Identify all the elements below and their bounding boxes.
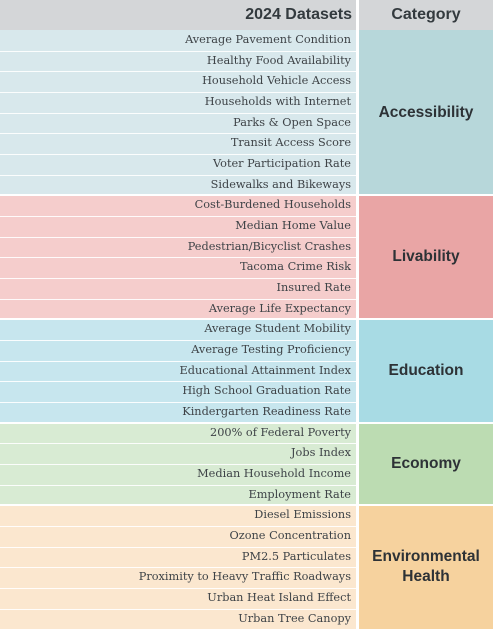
row-divider xyxy=(0,588,356,590)
group-livability: Cost-Burdened Households Median Home Valu… xyxy=(0,194,493,320)
row-divider xyxy=(0,340,356,342)
category-cell-economy: Economy xyxy=(359,422,493,506)
row-divider xyxy=(0,484,356,486)
row-divider xyxy=(0,298,356,300)
dataset-row: Sidewalks and Bikeways xyxy=(210,177,351,191)
dataset-row: Tacoma Crime Risk xyxy=(240,260,351,274)
dataset-row: Ozone Concentration xyxy=(229,529,351,543)
row-divider xyxy=(0,567,356,569)
dataset-row: Average Life Expectancy xyxy=(208,301,351,315)
row-divider xyxy=(0,546,356,548)
row-divider xyxy=(0,257,356,259)
category-column-header: Category xyxy=(391,6,461,23)
dataset-row: Voter Participation Rate xyxy=(213,157,351,171)
dataset-row: Average Testing Proficiency xyxy=(191,343,351,357)
category-cell-environmental-health: Environmental Health xyxy=(359,505,493,629)
dataset-row: Households with Internet xyxy=(204,95,351,108)
table-header: 2024 Datasets Category xyxy=(0,0,493,30)
dataset-row: Transit Access Score xyxy=(230,136,351,150)
dataset-row: Household Vehicle Access xyxy=(202,74,351,88)
column-divider xyxy=(356,0,359,628)
group-divider xyxy=(0,194,493,197)
category-label: Economy xyxy=(391,455,461,473)
dataset-row: Insured Rate xyxy=(276,281,351,295)
dataset-row: Educational Attainment Index xyxy=(179,363,351,377)
row-divider xyxy=(0,464,356,466)
group-economy: 200% of Federal Poverty Jobs Index Median … xyxy=(0,421,493,506)
category-cell-education: Education xyxy=(359,319,493,423)
category-label: Environmental Health xyxy=(372,548,480,586)
row-divider xyxy=(0,402,356,404)
dataset-row: Parks & Open Space xyxy=(233,115,351,129)
dataset-row: Median Home Value xyxy=(235,219,351,233)
row-divider xyxy=(0,236,356,238)
dataset-row: High School Graduation Rate xyxy=(182,384,351,398)
row-divider xyxy=(0,174,356,176)
dataset-row: PM2.5 Particulates xyxy=(241,549,351,563)
dataset-row: Urban Heat Island Effect xyxy=(207,591,351,605)
row-divider xyxy=(0,133,356,135)
group-education: Average Student Mobility Average Testing … xyxy=(0,318,493,423)
row-divider xyxy=(0,50,356,52)
group-divider xyxy=(0,421,493,424)
dataset-row: Cost-Burdened Households xyxy=(194,198,351,212)
category-label: Livability xyxy=(392,248,460,266)
category-cell-livability: Livability xyxy=(359,195,493,320)
row-divider xyxy=(0,443,356,445)
row-divider xyxy=(0,608,356,610)
row-divider xyxy=(0,92,356,93)
row-divider xyxy=(0,216,356,218)
dataset-row: Diesel Emissions xyxy=(254,508,351,522)
row-divider xyxy=(0,360,356,362)
row-divider xyxy=(0,381,356,383)
group-divider xyxy=(0,318,493,321)
dataset-row: Median Household Income xyxy=(197,467,351,481)
row-divider xyxy=(0,112,356,114)
dataset-row: Urban Tree Canopy xyxy=(238,611,351,625)
group-environmental-health: Diesel Emissions Ozone Concentration PM2.5… xyxy=(0,504,493,629)
group-row-background xyxy=(0,505,356,629)
dataset-row: 200% of Federal Poverty xyxy=(210,425,351,439)
dataset-row: Average Student Mobility xyxy=(204,322,351,336)
dataset-row: Kindergarten Readiness Rate xyxy=(182,405,351,419)
dataset-row: Employment Rate xyxy=(248,487,351,501)
dataset-row: Average Pavement Condition xyxy=(185,33,351,46)
row-divider xyxy=(0,71,356,73)
category-label: Education xyxy=(388,362,464,380)
row-divider xyxy=(0,278,356,280)
dataset-row: Healthy Food Availability xyxy=(206,53,351,67)
row-divider xyxy=(0,154,356,156)
category-label: Accessibility xyxy=(378,103,474,121)
dataset-row: Jobs Index xyxy=(291,446,351,460)
dataset-row: Proximity to Heavy Traffic Roadways xyxy=(138,570,351,584)
datasets-column-header: 2024 Datasets xyxy=(245,6,352,23)
group-accessibility: Average Pavement Condition Healthy Food A… xyxy=(0,30,493,196)
category-cell-accessibility: Accessibility xyxy=(359,30,493,196)
dataset-row: Pedestrian/Bicyclist Crashes xyxy=(187,239,351,253)
group-divider xyxy=(0,504,493,507)
row-divider xyxy=(0,526,356,528)
group-row-background xyxy=(0,319,356,423)
